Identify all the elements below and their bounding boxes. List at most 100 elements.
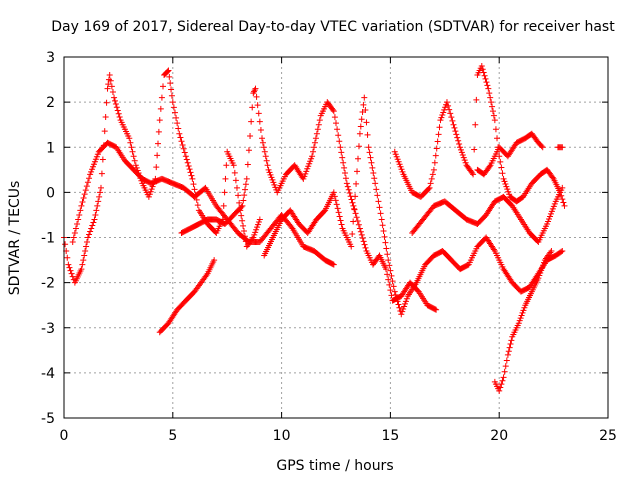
data-point: [94, 202, 101, 209]
data-point: [452, 128, 459, 135]
data-point: [499, 377, 506, 384]
data-point: [559, 196, 566, 203]
data-point: [249, 104, 256, 111]
data-point: [357, 123, 364, 130]
data-point: [496, 387, 503, 394]
data-point: [255, 110, 262, 117]
data-point: [260, 144, 267, 151]
data-point: [88, 168, 95, 175]
data-point: [431, 159, 438, 166]
data-point: [492, 126, 499, 133]
data-point: [183, 156, 190, 163]
data-point: [374, 192, 381, 199]
data-point: [391, 288, 398, 295]
y-axis-label: SDTVAR / TECUs: [7, 181, 23, 296]
data-point: [259, 139, 266, 146]
data-point: [190, 181, 197, 188]
data-point: [428, 175, 435, 182]
series-track-h: [491, 248, 555, 394]
data-point: [242, 181, 249, 188]
data-point: [310, 148, 317, 155]
data-point: [78, 266, 85, 273]
data-point: [559, 248, 566, 255]
data-point: [174, 120, 181, 127]
data-point: [432, 306, 439, 313]
data-point: [544, 220, 551, 227]
data-point: [82, 248, 89, 255]
data-point: [547, 210, 554, 217]
data-point: [266, 169, 273, 176]
data-point: [378, 216, 385, 223]
data-point: [461, 157, 468, 164]
data-point: [369, 164, 376, 171]
data-point: [403, 295, 410, 302]
data-point: [184, 159, 191, 166]
data-point: [437, 117, 444, 124]
data-point: [454, 134, 461, 141]
data-point: [171, 109, 178, 116]
data-point: [336, 213, 343, 220]
data-point: [79, 198, 86, 205]
data-point: [178, 138, 185, 145]
data-point: [399, 168, 406, 175]
data-point: [97, 184, 104, 191]
data-point: [269, 176, 276, 183]
data-point: [362, 244, 369, 251]
data-point: [339, 154, 346, 161]
data-point: [489, 103, 496, 110]
data-point: [329, 261, 336, 268]
data-point: [94, 151, 101, 158]
data-point: [355, 143, 362, 150]
data-point: [146, 191, 153, 198]
data-point: [395, 158, 402, 165]
data-point: [429, 171, 436, 178]
data-point: [91, 216, 98, 223]
data-point: [102, 113, 109, 120]
data-point: [267, 171, 274, 178]
data-point: [93, 207, 100, 214]
data-point: [90, 219, 97, 226]
data-point: [354, 217, 361, 224]
data-point: [536, 272, 543, 279]
data-point: [382, 239, 389, 246]
data-point: [126, 135, 133, 142]
data-point: [175, 125, 182, 132]
data-point: [394, 298, 401, 305]
data-point: [239, 217, 246, 224]
data-point: [561, 202, 568, 209]
data-point: [376, 204, 383, 211]
data-point: [387, 287, 394, 294]
x-tick-label: 5: [168, 428, 177, 444]
data-point: [165, 67, 172, 74]
axis-ticks: 0 5 10 15 20 25 -5 -4 -3 -2 -1 0 1 2 3: [41, 50, 617, 444]
data-point: [256, 118, 263, 125]
data-point: [358, 116, 365, 123]
data-point: [545, 218, 552, 225]
data-point: [93, 153, 100, 160]
data-point: [241, 192, 248, 199]
data-point: [457, 146, 464, 153]
series-track-c: [156, 257, 218, 336]
data-point: [88, 225, 95, 232]
data-point: [233, 184, 240, 191]
data-point: [438, 114, 445, 121]
data-point: [548, 208, 555, 215]
data-point: [434, 138, 441, 145]
data-point: [103, 99, 110, 106]
data-point: [392, 291, 399, 298]
data-point: [505, 348, 512, 355]
data-point: [387, 267, 394, 274]
data-point: [360, 238, 367, 245]
data-point: [220, 202, 227, 209]
data-point: [366, 149, 373, 156]
data-point: [507, 340, 514, 347]
data-point: [331, 114, 338, 121]
data-point: [164, 68, 171, 75]
y-tick-label: -1: [41, 231, 55, 247]
series-track-g: [409, 184, 566, 246]
data-point: [251, 231, 258, 238]
data-point: [330, 189, 337, 196]
data-point: [346, 190, 353, 197]
data-point: [302, 170, 309, 177]
data-point: [308, 155, 315, 162]
